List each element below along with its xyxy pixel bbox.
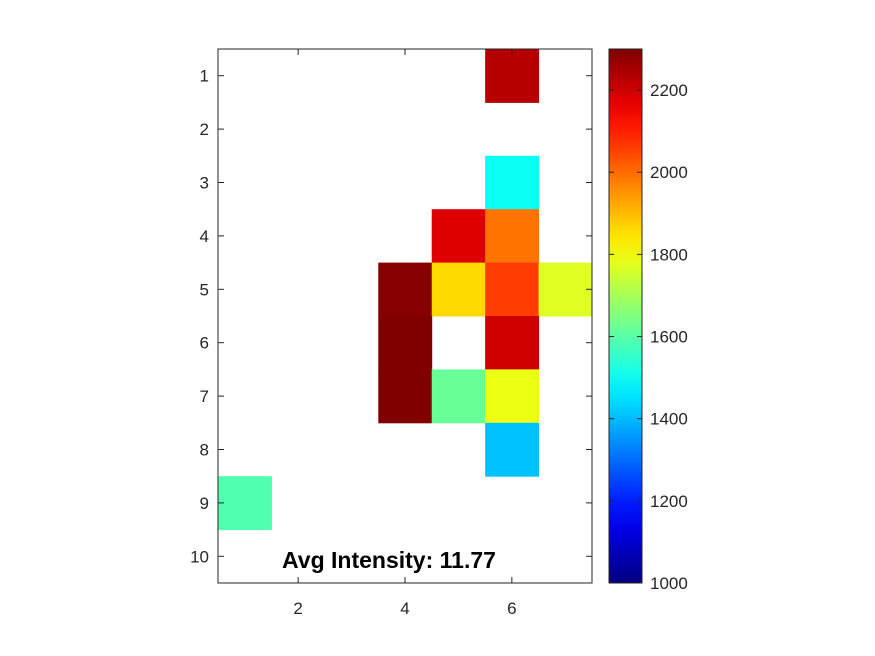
heatmap-cell-r5-c7	[539, 263, 593, 317]
y-tick-label: 5	[200, 280, 209, 299]
heatmap-cell-r5-c4	[378, 263, 432, 317]
heatmap-cell-r3-c6	[485, 156, 539, 210]
heatmap-cell-r5-c6	[485, 263, 539, 317]
heatmap-cell-r6-c4	[378, 316, 432, 370]
y-tick-label: 3	[200, 174, 209, 193]
heatmap-cell-r1-c6	[485, 49, 539, 103]
heatmap-cell-r7-c4	[378, 369, 432, 423]
colorbar-tick-label: 2000	[650, 163, 688, 182]
heatmap-cell-r5-c5	[432, 263, 486, 317]
colorbar-gradient	[609, 49, 642, 583]
y-tick-label: 2	[200, 120, 209, 139]
colorbar-tick-label: 1000	[650, 574, 688, 593]
heatmap-cells	[218, 49, 593, 530]
heatmap-cell-r7-c5	[432, 369, 486, 423]
x-tick-label: 4	[400, 599, 409, 618]
colorbar: 1000 1200 1400 1600 1800 2000 2200	[609, 49, 688, 593]
colorbar-tick-label: 2200	[650, 81, 688, 100]
colorbar-tick-label: 1400	[650, 410, 688, 429]
y-tick-label: 7	[200, 387, 209, 406]
y-tick-label: 8	[200, 441, 209, 460]
heatmap-cell-r4-c5	[432, 209, 486, 263]
x-tick-label: 6	[507, 599, 516, 618]
heatmap-cell-r7-c6	[485, 369, 539, 423]
heatmap-cell-r9-c1	[218, 476, 272, 530]
x-tick-label: 2	[293, 599, 302, 618]
y-tick-label: 6	[200, 334, 209, 353]
colorbar-tick-label: 1800	[650, 245, 688, 264]
heatmap-cell-r4-c6	[485, 209, 539, 263]
heatmap-cell-r6-c6	[485, 316, 539, 370]
avg-intensity-annotation: Avg Intensity: 11.77	[282, 547, 496, 573]
heatmap-cell-r8-c6	[485, 423, 539, 477]
y-tick-label: 4	[200, 227, 209, 246]
colorbar-tick-label: 1600	[650, 328, 688, 347]
colorbar-tick-label: 1200	[650, 492, 688, 511]
y-tick-label: 10	[190, 547, 209, 566]
y-tick-label: 1	[200, 67, 209, 86]
y-tick-label: 9	[200, 494, 209, 513]
